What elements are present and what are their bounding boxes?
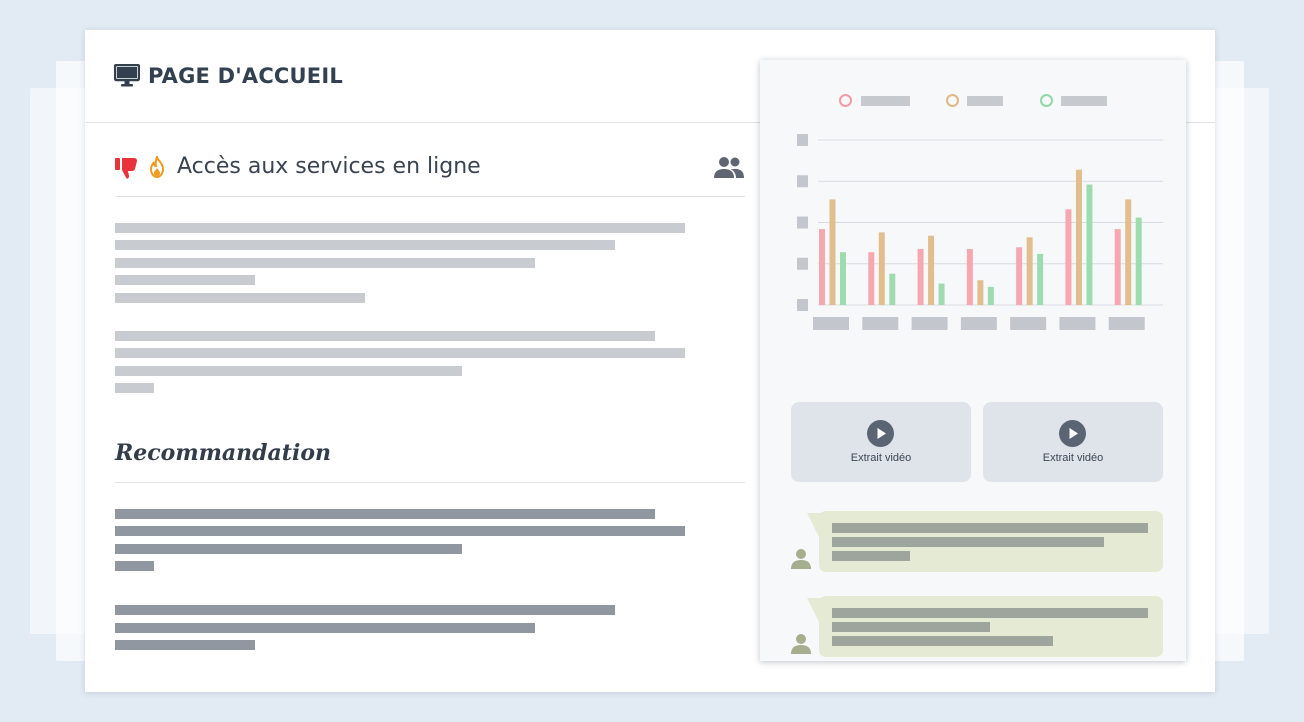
flame-icon (149, 156, 165, 178)
bar (917, 248, 924, 305)
text-line (115, 544, 462, 554)
bar (1065, 209, 1072, 305)
x-tick-label (813, 317, 849, 330)
text-line (115, 240, 615, 250)
bar-chart (797, 134, 1163, 330)
text-line (115, 275, 255, 285)
thumbs-down-icon[interactable] (115, 156, 139, 180)
bar (1026, 237, 1033, 305)
text-line (115, 258, 535, 268)
text-line (115, 526, 685, 536)
bar (966, 248, 973, 305)
user-avatar-icon (791, 549, 811, 569)
section-title: Accès aux services en ligne (177, 154, 481, 179)
bar (938, 283, 945, 305)
y-tick-label (797, 175, 808, 188)
divider (115, 482, 745, 483)
section-header: Accès aux services en ligne (115, 152, 745, 197)
bar (1114, 229, 1121, 305)
comment-bubble (807, 596, 1163, 657)
comment-line (832, 523, 1148, 533)
legend-marker (946, 94, 959, 107)
legend-marker (839, 94, 852, 107)
bar (977, 280, 984, 305)
home-page-card: PAGE D'ACCUEIL Accès aux services en lig… (85, 30, 1215, 692)
monitor-icon (114, 64, 140, 87)
bar (1016, 247, 1023, 305)
x-tick-label (1010, 317, 1047, 330)
text-line (115, 561, 154, 571)
x-tick-label (960, 317, 997, 330)
text-line (115, 640, 255, 650)
y-tick-label (797, 134, 808, 146)
user-avatar-icon (791, 634, 811, 654)
bar (1135, 217, 1142, 305)
y-tick-label (797, 257, 808, 270)
legend-label (967, 96, 1003, 106)
bar (868, 252, 875, 305)
bar (840, 252, 846, 305)
play-icon[interactable] (1059, 420, 1086, 447)
text-line (115, 366, 462, 376)
video-label: Extrait vidéo (850, 452, 912, 464)
comment-line (832, 551, 910, 561)
text-line (115, 223, 685, 233)
dashboard-panel: Extrait vidéo Extrait vidéo (760, 60, 1186, 661)
video-tile[interactable]: Extrait vidéo (791, 402, 971, 482)
comment-line (832, 537, 1104, 547)
bar (928, 235, 935, 305)
bar (819, 229, 825, 305)
bar (1037, 253, 1044, 305)
legend-label (861, 96, 910, 106)
y-tick-label (797, 216, 808, 229)
comment-line (832, 636, 1053, 646)
video-tile[interactable]: Extrait vidéo (983, 402, 1163, 482)
y-tick-label (797, 299, 808, 311)
text-line (115, 348, 685, 358)
bar (1075, 169, 1082, 305)
play-icon[interactable] (867, 420, 894, 447)
users-icon[interactable] (713, 156, 745, 180)
text-line (115, 509, 655, 519)
video-label: Extrait vidéo (1042, 452, 1104, 464)
comment-bubble (807, 511, 1163, 572)
legend-marker (1040, 94, 1053, 107)
bar (878, 232, 885, 305)
page-title: PAGE D'ACCUEIL (148, 64, 343, 88)
text-line (115, 623, 535, 633)
x-tick-label (911, 317, 948, 330)
x-tick-label (1059, 317, 1096, 330)
page-header: PAGE D'ACCUEIL (85, 30, 1215, 123)
recommendation-title: Recommandation (115, 440, 331, 466)
bar (829, 199, 836, 305)
x-tick-label (1108, 317, 1145, 330)
text-line (115, 293, 365, 303)
comment-line (832, 622, 990, 632)
text-line (115, 383, 154, 393)
text-line (115, 331, 655, 341)
bar (1086, 184, 1093, 305)
legend-label (1061, 96, 1107, 106)
bar (889, 273, 896, 305)
x-tick-label (862, 317, 899, 330)
bar (987, 286, 994, 305)
comment-line (832, 608, 1148, 618)
bar (1125, 199, 1132, 305)
text-line (115, 605, 615, 615)
